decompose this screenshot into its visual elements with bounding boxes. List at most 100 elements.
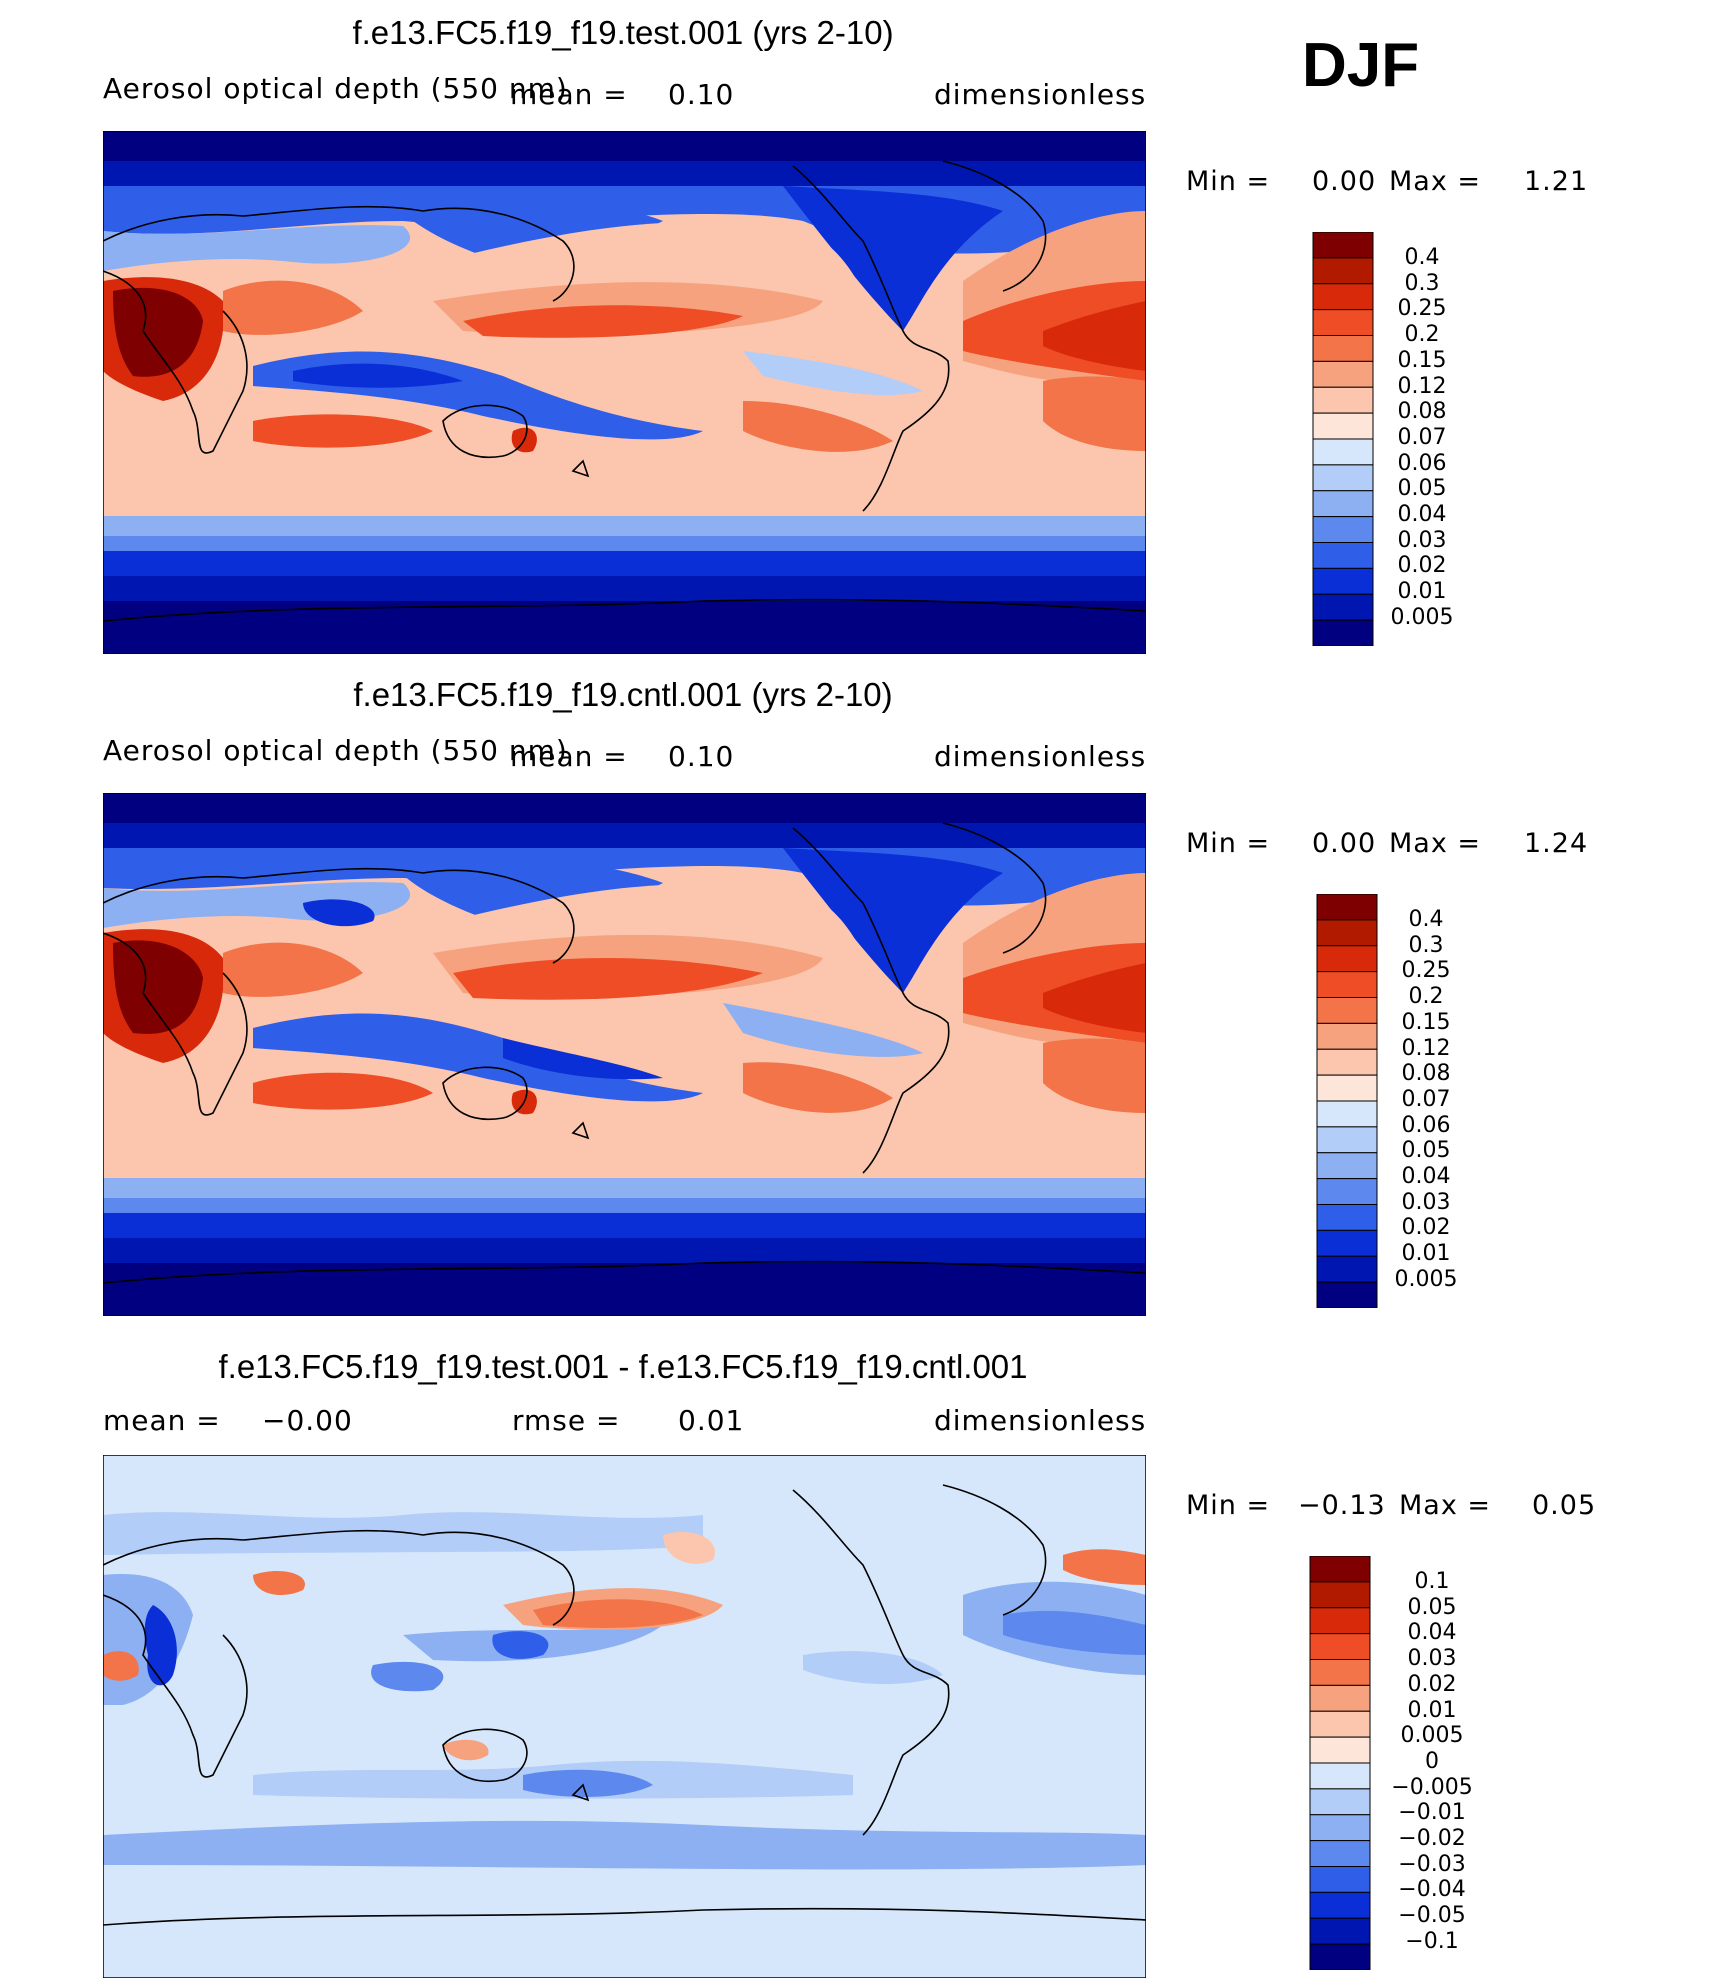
colorbar-swatch — [1309, 1917, 1371, 1945]
max-label: Max = — [1389, 166, 1482, 197]
variable-label: Aerosol optical depth (550 nm) — [103, 734, 568, 767]
colorbar-swatch — [1312, 283, 1374, 311]
colorbar-level-label: 0.005 — [1390, 604, 1454, 630]
colorbar-swatch — [1312, 232, 1374, 259]
colorbar-level-label: −0.01 — [1398, 1800, 1466, 1826]
colorbar-swatch — [1309, 1814, 1371, 1842]
colorbar-level-label: −0.04 — [1398, 1877, 1466, 1903]
colorbar-swatch — [1309, 1788, 1371, 1816]
colorbar-swatch — [1316, 1229, 1378, 1257]
colorbar-swatch — [1316, 945, 1378, 973]
colorbar-level-label: 0.07 — [1397, 424, 1447, 450]
colorbar-level-label: 0.2 — [1404, 322, 1440, 348]
colorbar-swatch — [1312, 542, 1374, 569]
max-value: 1.21 — [1524, 166, 1589, 197]
mean-label: mean = — [103, 1404, 221, 1437]
rmse-label: rmse = — [512, 1404, 621, 1437]
mean-label: mean = — [510, 78, 628, 111]
colorbar-swatch — [1309, 1943, 1371, 1970]
colorbar-level-label: 0.03 — [1401, 1189, 1451, 1215]
colorbar-level-label: 0.005 — [1400, 1723, 1464, 1749]
coastlines-diff — [103, 1484, 1146, 1926]
colorbar-swatch — [1309, 1581, 1371, 1609]
colorbar-level-label: 0.005 — [1394, 1266, 1458, 1292]
colorbar-swatch — [1316, 894, 1378, 921]
map-fill-test — [103, 131, 1146, 654]
colorbar-swatch — [1312, 360, 1374, 388]
units-label: dimensionless — [934, 1404, 1147, 1437]
colorbar-labels-diff: 0.1 0.05 0.04 0.03 0.02 0.01 0.005 0 −0.005 −0.01… — [1382, 1569, 1482, 1955]
colorbar-level-label: 0.25 — [1397, 296, 1447, 322]
mean-value: −0.00 — [262, 1404, 353, 1437]
panel-title: f.e13.FC5.f19_f19.test.001 (yrs 2-10) — [352, 14, 894, 51]
units-label: dimensionless — [934, 78, 1147, 111]
panel-title: f.e13.FC5.f19_f19.test.001 - f.e13.FC5.f… — [218, 1348, 1028, 1385]
colorbar-swatch — [1316, 1281, 1378, 1308]
colorbar-level-label: 0.05 — [1397, 476, 1447, 502]
colorbar-swatch — [1309, 1710, 1371, 1738]
colorbar-swatch — [1309, 1659, 1371, 1686]
colorbar-swatch — [1316, 1152, 1378, 1180]
max-value: 0.05 — [1532, 1490, 1597, 1521]
colorbar-labels-test: 0.4 0.3 0.25 0.2 0.15 0.12 0.08 0.07 0.06 0.05 0.0… — [1380, 245, 1464, 631]
colorbar-swatch — [1309, 1866, 1371, 1893]
colorbar-level-label: 0.01 — [1397, 579, 1447, 605]
colorbar-swatch — [1309, 1556, 1371, 1583]
max-value: 1.24 — [1524, 828, 1589, 859]
colorbar-level-label: 0.15 — [1397, 347, 1447, 373]
colorbar-swatch — [1309, 1684, 1371, 1712]
colorbar-swatch — [1309, 1762, 1371, 1790]
colorbar-level-label: 0.06 — [1397, 450, 1447, 476]
colorbar-swatch — [1312, 619, 1374, 646]
colorbar-level-label: 0.12 — [1397, 373, 1447, 399]
colorbar-level-label: 0.01 — [1401, 1241, 1451, 1267]
colorbar-level-label: 0.06 — [1401, 1112, 1451, 1138]
colorbar-level-label: −0.02 — [1398, 1826, 1466, 1852]
max-label: Max = — [1399, 1490, 1492, 1521]
colorbar-swatch — [1309, 1633, 1371, 1660]
min-label: Min = — [1186, 1490, 1271, 1521]
colorbar-swatch — [1316, 997, 1378, 1024]
colorbar-swatch — [1309, 1891, 1371, 1919]
colorbar-level-label: 0.07 — [1401, 1086, 1451, 1112]
colorbar-swatch — [1316, 1126, 1378, 1154]
colorbar-swatch — [1316, 919, 1378, 947]
colorbar-swatch — [1312, 386, 1374, 414]
colorbar-swatch — [1312, 438, 1374, 466]
colorbar-swatch — [1309, 1736, 1371, 1764]
colorbar-level-label: 0.02 — [1401, 1215, 1451, 1241]
colorbar-level-label: 0.04 — [1407, 1620, 1457, 1646]
mean-value: 0.10 — [668, 740, 735, 773]
max-label: Max = — [1389, 828, 1482, 859]
colorbar-swatch — [1312, 490, 1374, 518]
colorbar-level-label: 0.1 — [1414, 1569, 1450, 1594]
colorbar-swatch — [1309, 1607, 1371, 1635]
coastlines-test — [103, 160, 1146, 622]
colorbar-level-label: −0.005 — [1391, 1774, 1473, 1800]
colorbar-level-label: −0.1 — [1405, 1928, 1459, 1954]
min-label: Min = — [1186, 828, 1271, 859]
map-test — [103, 131, 1146, 654]
colorbar-swatch — [1312, 516, 1374, 543]
rmse-value: 0.01 — [678, 1404, 745, 1437]
colorbar-labels-cntl: 0.4 0.3 0.25 0.2 0.15 0.12 0.08 0.07 0.06 0.05 0.0… — [1384, 907, 1468, 1293]
colorbar-swatch — [1312, 412, 1374, 440]
colorbar-level-label: 0.03 — [1397, 527, 1447, 553]
colorbar-diff — [1309, 1556, 1371, 1970]
colorbar-level-label: 0.08 — [1401, 1061, 1451, 1087]
colorbar-level-label: 0.12 — [1401, 1035, 1451, 1061]
colorbar-swatch — [1316, 1178, 1378, 1205]
map-fill-diff — [103, 1455, 1146, 1978]
colorbar-test — [1312, 232, 1374, 646]
colorbar-level-label: 0.01 — [1407, 1697, 1457, 1723]
min-label: Min = — [1186, 166, 1271, 197]
colorbar-cntl — [1316, 894, 1378, 1308]
colorbar-swatch — [1316, 1022, 1378, 1050]
colorbar-swatch — [1309, 1840, 1371, 1867]
colorbar-level-label: 0.15 — [1401, 1009, 1451, 1035]
colorbar-swatch — [1312, 464, 1374, 492]
colorbar-level-label: 0.02 — [1397, 553, 1447, 579]
colorbar-level-label: 0.4 — [1408, 907, 1444, 932]
colorbar-level-label: −0.03 — [1398, 1851, 1466, 1877]
colorbar-level-label: 0.04 — [1401, 1164, 1451, 1190]
